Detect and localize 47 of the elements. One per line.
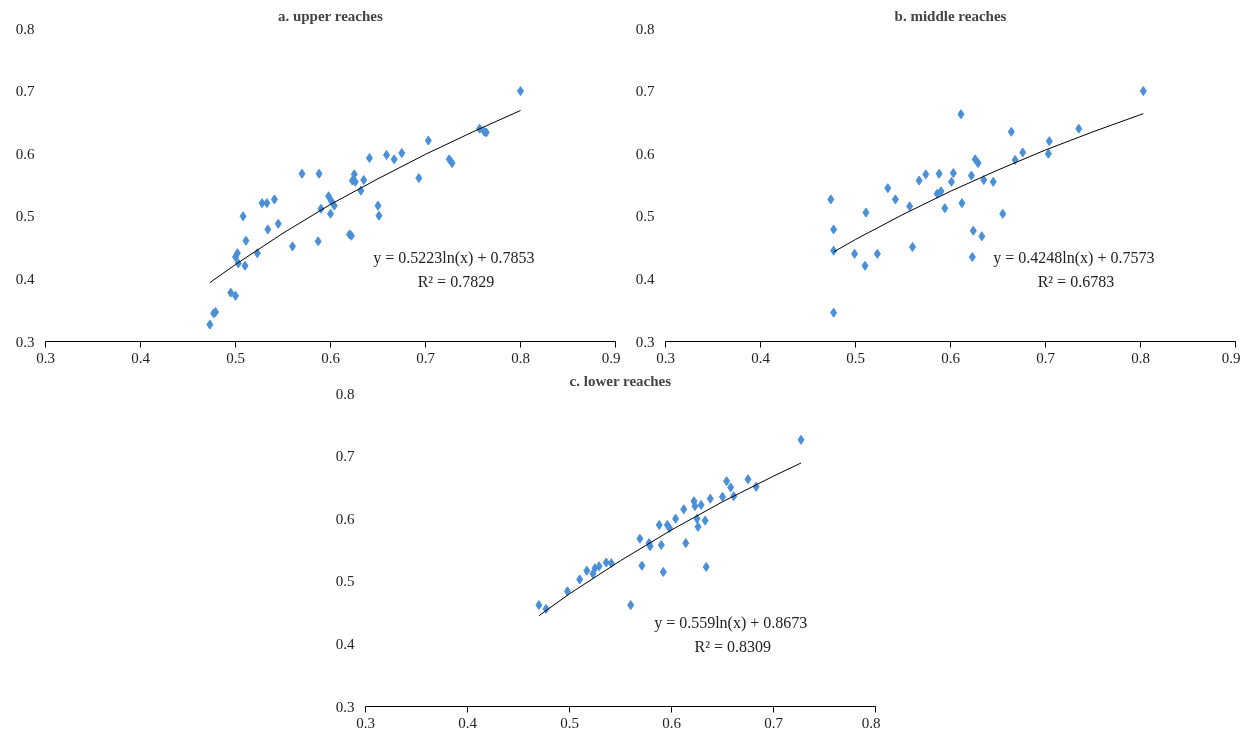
chart-title: c. lower reaches	[569, 372, 672, 389]
y-tick-label: 0.3	[15, 333, 35, 350]
y-tick-label: 0.4	[335, 635, 355, 652]
chart-title: b. middle reaches	[894, 7, 1007, 24]
y-tick-label: 0.4	[635, 270, 655, 287]
x-tick-label: 0.7	[416, 349, 436, 366]
x-tick-label: 0.6	[321, 349, 341, 366]
y-tick-label: 0.7	[15, 83, 35, 100]
annotation: R² = 0.7829	[417, 272, 495, 290]
x-tick-label: 0.5	[846, 349, 865, 366]
annotation: y = 0.5223ln(x) + 0.7853	[373, 249, 535, 268]
y-tick-label: 0.5	[335, 573, 355, 590]
x-tick-label: 0.8	[861, 714, 881, 731]
y-tick-label: 0.7	[335, 448, 355, 465]
x-tick-label: 0.9	[601, 349, 621, 366]
y-tick-label: 0.6	[635, 145, 655, 162]
x-tick-label: 0.6	[662, 714, 682, 731]
x-tick-label: 0.4	[458, 714, 478, 731]
y-tick-label: 0.4	[15, 270, 35, 287]
y-tick-label: 0.6	[15, 145, 35, 162]
y-tick-label: 0.5	[15, 208, 35, 225]
x-tick-label: 0.8	[511, 349, 530, 366]
annotation: y = 0.4248ln(x) + 0.7573	[993, 249, 1155, 268]
y-tick-label: 0.3	[635, 333, 655, 350]
x-tick-label: 0.3	[656, 349, 675, 366]
y-tick-label: 0.6	[335, 510, 355, 527]
x-tick-label: 0.3	[356, 714, 375, 731]
annotation: R² = 0.8309	[694, 637, 771, 655]
x-tick-label: 0.5	[226, 349, 245, 366]
x-tick-label: 0.5	[560, 714, 579, 731]
y-tick-label: 0.8	[635, 20, 655, 37]
annotation: y = 0.559ln(x) + 0.8673	[654, 614, 808, 633]
y-tick-label: 0.8	[15, 20, 35, 37]
y-tick-label: 0.7	[635, 83, 655, 100]
x-tick-label: 0.7	[1036, 349, 1056, 366]
x-tick-label: 0.7	[764, 714, 784, 731]
x-tick-label: 0.8	[1131, 349, 1150, 366]
y-tick-label: 0.5	[635, 208, 655, 225]
x-tick-label: 0.3	[36, 349, 55, 366]
x-tick-label: 0.6	[941, 349, 961, 366]
x-tick-label: 0.9	[1221, 349, 1241, 366]
y-tick-label: 0.3	[335, 698, 355, 715]
annotation: R² = 0.6783	[1037, 272, 1115, 290]
chart-title: a. upper reaches	[277, 7, 383, 24]
x-tick-label: 0.4	[131, 349, 151, 366]
x-tick-label: 0.4	[751, 349, 771, 366]
y-tick-label: 0.8	[335, 385, 355, 402]
